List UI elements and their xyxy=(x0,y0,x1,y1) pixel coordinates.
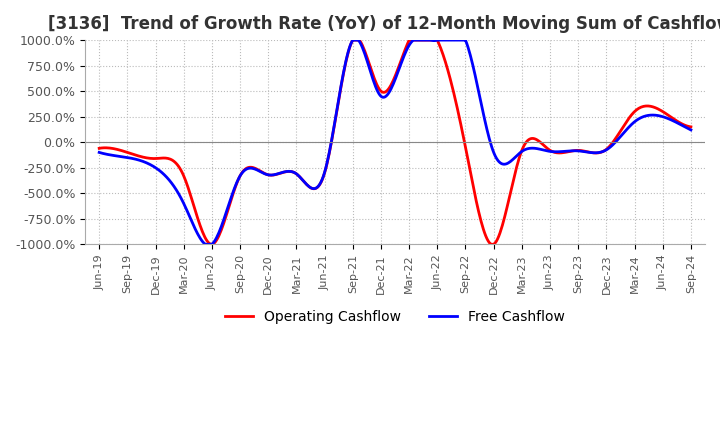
Free Cashflow xyxy=(95,150,104,155)
Operating Cashflow xyxy=(582,149,591,154)
Legend: Operating Cashflow, Free Cashflow: Operating Cashflow, Free Cashflow xyxy=(220,304,570,329)
Line: Free Cashflow: Free Cashflow xyxy=(99,40,691,244)
Free Cashflow xyxy=(687,127,696,132)
Line: Operating Cashflow: Operating Cashflow xyxy=(99,40,691,244)
Free Cashflow xyxy=(378,95,387,100)
Free Cashflow xyxy=(418,37,426,43)
Free Cashflow xyxy=(675,121,683,126)
Free Cashflow xyxy=(202,242,210,247)
Operating Cashflow xyxy=(418,37,426,43)
Operating Cashflow xyxy=(207,242,216,247)
Free Cashflow xyxy=(449,37,458,43)
Operating Cashflow xyxy=(95,146,104,151)
Operating Cashflow xyxy=(382,89,390,94)
Free Cashflow xyxy=(382,93,390,99)
Operating Cashflow xyxy=(348,37,357,43)
Title: [3136]  Trend of Growth Rate (YoY) of 12-Month Moving Sum of Cashflows: [3136] Trend of Growth Rate (YoY) of 12-… xyxy=(48,15,720,33)
Free Cashflow xyxy=(348,37,357,43)
Operating Cashflow xyxy=(378,90,387,95)
Operating Cashflow xyxy=(687,124,696,129)
Free Cashflow xyxy=(582,149,591,154)
Operating Cashflow xyxy=(675,120,683,125)
Operating Cashflow xyxy=(449,90,458,95)
